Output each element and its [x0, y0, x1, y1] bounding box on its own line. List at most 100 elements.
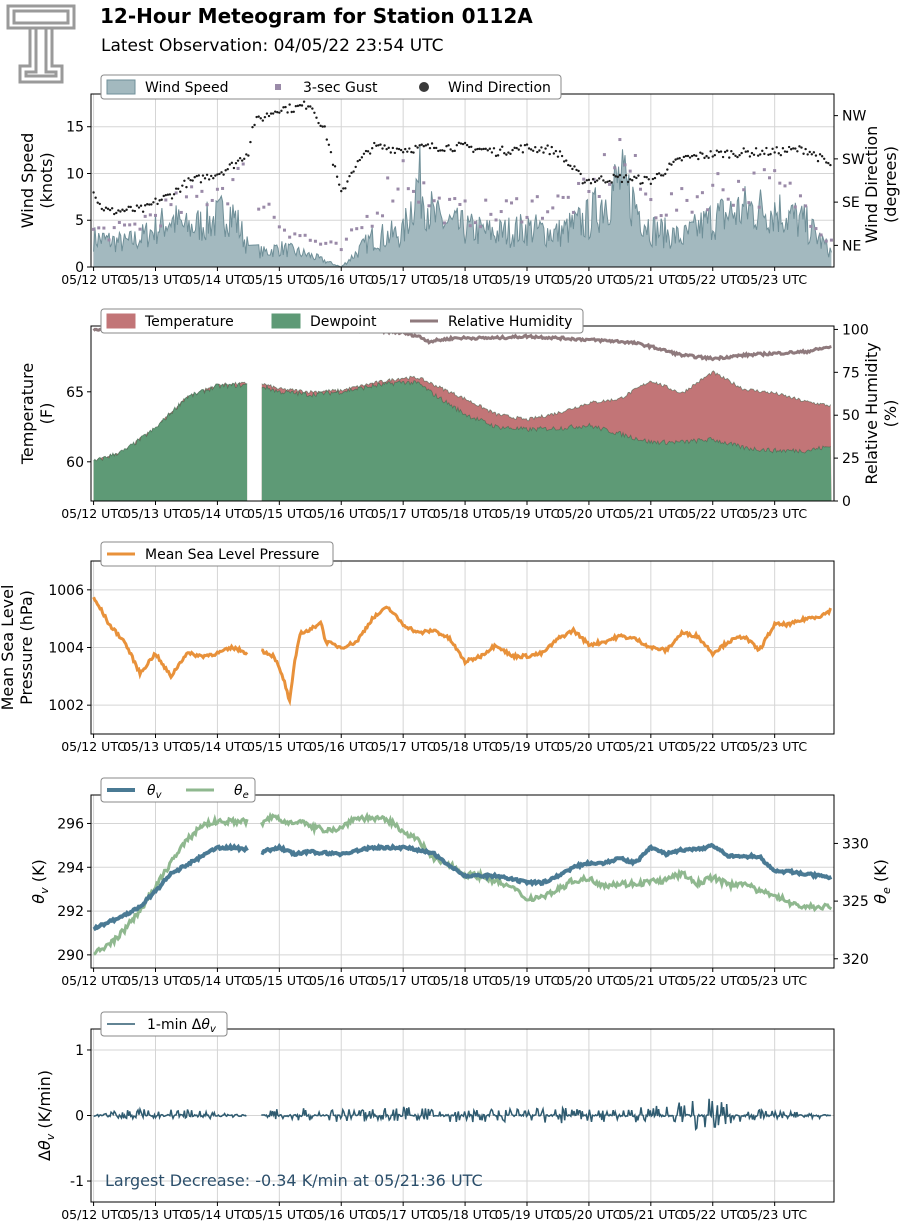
wind-direction-point: [754, 147, 758, 150]
gust-marker: [417, 200, 421, 204]
x-tick-label: 05/23 UTC: [742, 1207, 807, 1222]
wind-direction-point: [288, 103, 291, 106]
wind-direction-point: [674, 158, 677, 161]
gust-marker: [190, 185, 194, 189]
wind-direction-point: [422, 145, 426, 148]
x-tick-label: 05/18 UTC: [433, 272, 498, 287]
y2-tick-label: SE: [842, 195, 860, 211]
x-tick-label: 05/20 UTC: [557, 272, 622, 287]
y-tick-label: 290: [57, 948, 84, 964]
x-tick-label: 05/13 UTC: [123, 1207, 188, 1222]
wind-direction-point: [622, 176, 626, 179]
wind-direction-point: [639, 182, 642, 185]
gust-marker: [112, 226, 116, 230]
wind-direction-point: [703, 156, 706, 160]
wind-direction-point: [606, 180, 609, 183]
wind-direction-point: [296, 104, 300, 108]
y-tick-label: 0: [75, 260, 84, 276]
wind-direction-point: [356, 159, 359, 163]
x-tick-label: 05/17 UTC: [371, 973, 436, 988]
wind-direction-point: [711, 155, 714, 158]
gust-marker: [401, 159, 405, 163]
x-tick-label: 05/21 UTC: [618, 1207, 683, 1222]
wind-direction-point: [635, 176, 638, 180]
wind-direction-point: [482, 147, 485, 151]
x-tick-label: 05/18 UTC: [433, 506, 498, 521]
y2-tick-label: 325: [842, 894, 869, 910]
gust-marker: [535, 195, 539, 199]
gust-marker: [236, 166, 240, 170]
gust-marker: [262, 205, 266, 209]
wind-direction-point: [684, 154, 688, 158]
x-tick-label: 05/15 UTC: [247, 739, 312, 754]
gust-marker: [778, 181, 782, 185]
x-tick-label: 05/22 UTC: [680, 506, 745, 521]
gust-marker: [540, 216, 544, 220]
wind-direction-point: [515, 146, 518, 150]
wind-direction-point: [525, 143, 529, 146]
x-tick-label: 05/13 UTC: [123, 739, 188, 754]
wind-direction-point: [688, 156, 692, 159]
y-axis-label: θv (K): [29, 859, 51, 903]
wind-direction-point: [812, 151, 816, 154]
wind-direction-point: [548, 152, 551, 156]
x-tick-label: 05/19 UTC: [495, 506, 560, 521]
wind-direction-point: [478, 147, 481, 151]
x-tick-label: 05/20 UTC: [557, 973, 622, 988]
gust-marker: [798, 194, 802, 198]
gust-marker: [762, 168, 766, 172]
wind-direction-point: [550, 145, 553, 149]
wind-direction-point: [513, 146, 516, 150]
wind-direction-point: [393, 151, 397, 155]
legend-label: Relative Humidity: [448, 314, 572, 330]
chart-subtitle: Latest Observation: 04/05/22 23:54 UTC: [101, 36, 444, 56]
y2-tick-label: SW: [842, 152, 865, 168]
gust-marker: [468, 224, 472, 228]
wind-direction-point: [498, 148, 502, 151]
x-tick-label: 05/20 UTC: [557, 1207, 622, 1222]
y-tick-label: 60: [66, 455, 84, 471]
wind-direction-point: [100, 207, 104, 211]
y2-tick-label: 25: [842, 451, 860, 467]
x-tick-label: 05/16 UTC: [309, 739, 374, 754]
gust-marker: [654, 216, 658, 220]
y-tick-label: 1002: [48, 698, 84, 714]
wind-direction-point: [412, 151, 415, 154]
wind-direction-point: [141, 210, 145, 213]
wind-direction-point: [676, 157, 679, 160]
gust-marker: [510, 201, 514, 205]
wind-direction-point: [721, 155, 725, 159]
gust-marker: [747, 201, 751, 205]
wind-direction-point: [331, 163, 335, 167]
wind-direction-point: [119, 210, 122, 213]
wind-direction-point: [437, 149, 440, 153]
gust-marker: [133, 222, 137, 226]
wind-direction-point: [529, 148, 533, 151]
wind-direction-point: [315, 116, 318, 119]
gust-marker: [706, 208, 710, 212]
wind-direction-point: [666, 168, 669, 171]
x-tick-label: 05/16 UTC: [309, 973, 374, 988]
x-tick-label: 05/19 UTC: [495, 739, 560, 754]
wind-direction-point: [692, 154, 696, 157]
delta-theta-v-line: [93, 1106, 247, 1121]
gust-marker: [107, 238, 111, 242]
wind-direction-point: [717, 150, 721, 154]
x-tick-label: 05/20 UTC: [557, 506, 622, 521]
x-tick-label: 05/22 UTC: [680, 973, 745, 988]
wind-direction-point: [542, 151, 545, 154]
gust-marker: [499, 210, 503, 214]
gust-marker: [117, 220, 121, 224]
wind-direction-point: [501, 145, 504, 148]
y2-tick-label: 0: [842, 494, 851, 510]
wind-direction-point: [643, 175, 646, 179]
x-tick-label: 05/16 UTC: [309, 1207, 374, 1222]
wind-direction-point: [531, 149, 535, 152]
wind-direction-point: [381, 147, 384, 150]
gust-marker: [628, 169, 632, 173]
gust-marker: [458, 202, 462, 206]
wind-direction-point: [294, 104, 298, 108]
wind-direction-point: [631, 179, 634, 182]
gust-marker: [716, 172, 720, 176]
wind-direction-point: [707, 156, 710, 160]
